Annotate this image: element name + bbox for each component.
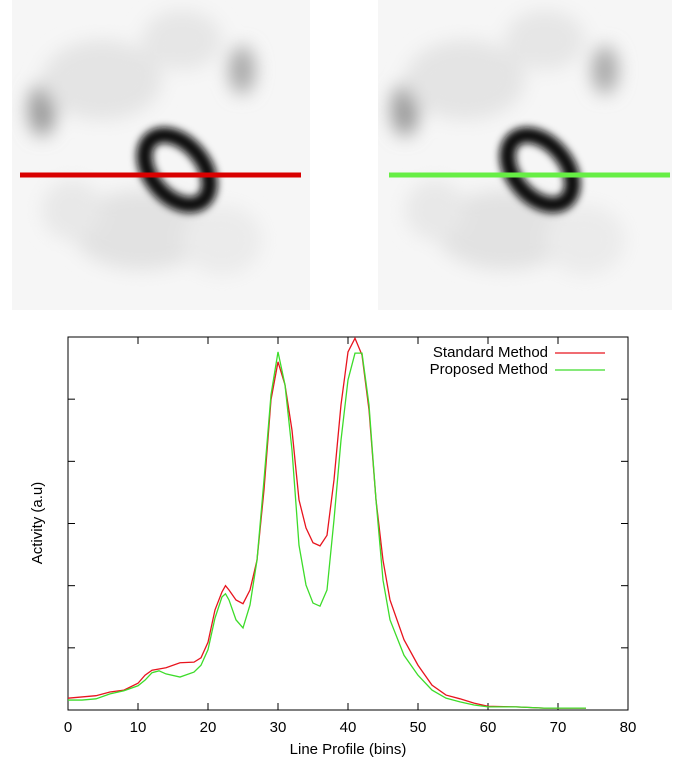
series-line xyxy=(67,336,586,709)
standard-image xyxy=(12,0,312,310)
x-tick-label: 20 xyxy=(200,719,217,736)
legend-label: Proposed Method xyxy=(430,361,548,378)
proposed-image xyxy=(375,0,675,310)
x-tick-label: 70 xyxy=(550,719,567,736)
x-tick-label: 0 xyxy=(64,719,72,736)
x-tick-label: 50 xyxy=(410,719,427,736)
x-tick-label: 30 xyxy=(270,719,287,736)
plot-frame xyxy=(67,336,629,711)
x-tick-label: 80 xyxy=(620,719,637,736)
x-tick-label: 10 xyxy=(130,719,147,736)
y-axis-label: Activity (a.u) xyxy=(29,482,46,565)
x-tick-label: 40 xyxy=(340,719,357,736)
series-line xyxy=(68,351,586,709)
x-tick-label: 60 xyxy=(480,719,497,736)
x-axis-label: Line Profile (bins) xyxy=(290,741,407,758)
legend-label: Standard Method xyxy=(433,344,548,361)
